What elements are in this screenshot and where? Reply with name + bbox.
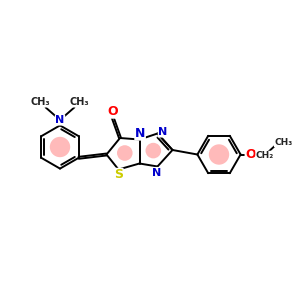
Circle shape [50, 137, 70, 157]
Circle shape [117, 145, 133, 161]
Text: O: O [245, 148, 256, 161]
Circle shape [146, 143, 161, 158]
Text: O: O [107, 105, 118, 118]
Text: CH₃: CH₃ [274, 138, 292, 147]
Text: S: S [114, 168, 123, 182]
Text: CH₃: CH₃ [70, 97, 89, 107]
Text: CH₃: CH₃ [31, 97, 50, 107]
Text: N: N [56, 115, 64, 125]
Circle shape [209, 144, 229, 165]
Text: N: N [135, 127, 145, 140]
Text: CH₂: CH₂ [256, 151, 274, 160]
Text: N: N [152, 167, 161, 178]
Text: N: N [158, 127, 167, 137]
